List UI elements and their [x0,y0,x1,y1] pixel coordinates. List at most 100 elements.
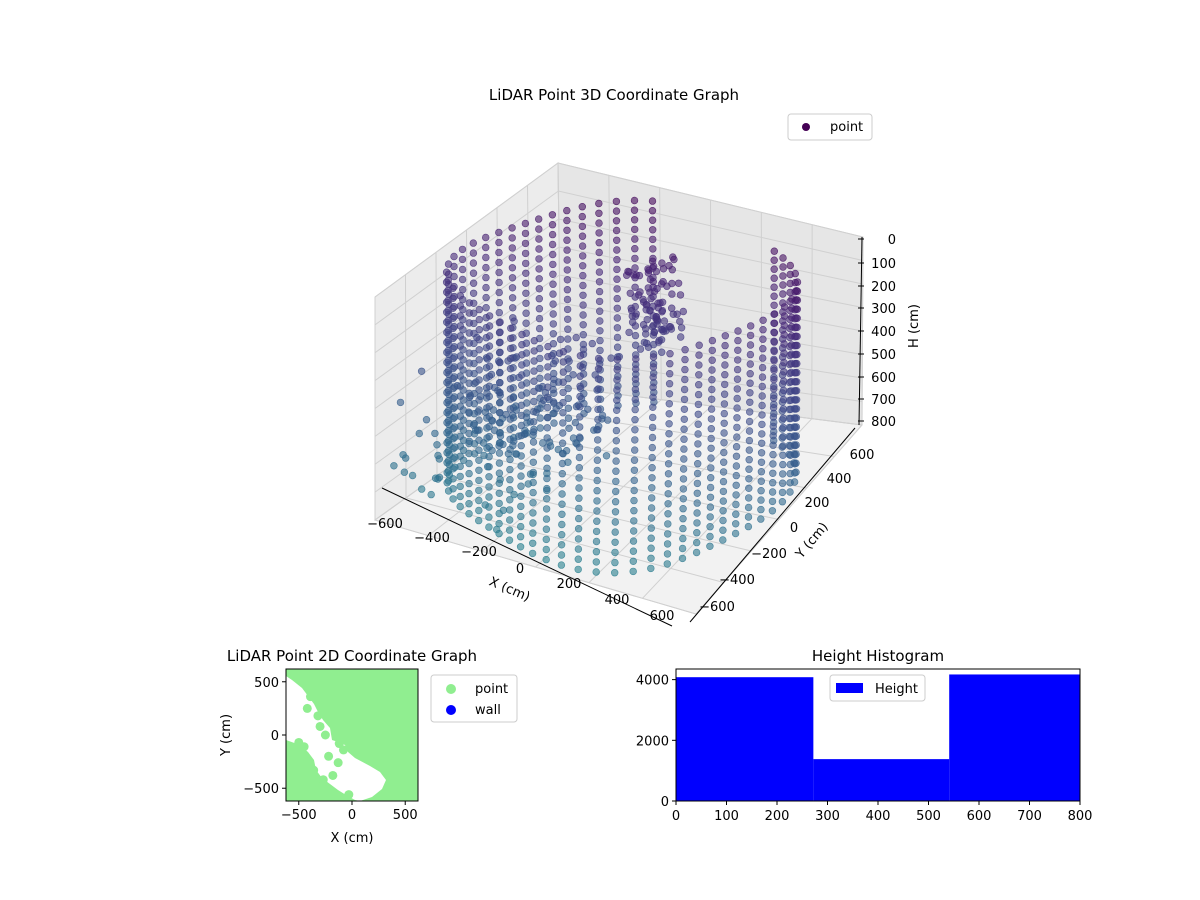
point-marker [769,469,777,477]
point-marker [757,468,766,476]
point-marker [693,519,701,527]
point-marker [563,315,572,323]
point-marker [518,341,526,349]
x-tick-label-hist: 200 [765,809,790,824]
point-marker [574,514,583,523]
point-dots [286,669,354,800]
point-marker [613,246,621,254]
point-marker [535,275,543,283]
point-marker [495,258,503,267]
point-marker [731,529,740,538]
point-marker [595,278,604,286]
point-marker [631,395,639,404]
point-marker [465,379,473,387]
point-marker [770,274,778,282]
point-marker [631,385,640,394]
point-marker [508,284,517,292]
point-marker [746,370,754,378]
histogram-bar [676,677,814,801]
point-marker [692,538,701,547]
legend-2d-point-label: point [475,682,508,697]
point-marker [757,439,766,447]
point-marker [679,475,688,483]
point-marker [626,289,634,297]
point-marker [592,568,600,576]
point-marker [636,288,644,296]
point-marker [530,397,538,406]
x-tick-label-hist: 700 [1017,809,1042,824]
point-marker [469,289,478,297]
point-marker [770,283,778,291]
point-marker [788,304,796,312]
legend-2d-wall-label: wall [475,703,501,718]
point-marker [564,374,572,383]
point-marker [563,226,571,235]
point-marker [576,392,584,401]
point-marker [759,335,767,343]
point-marker [778,470,787,478]
point-marker [408,471,417,480]
point-marker [550,419,558,427]
point-dot-2d [310,682,320,692]
point-marker [496,358,504,367]
point-marker [758,373,767,381]
point-marker [563,206,571,215]
point-marker [746,331,755,340]
point-dot-2d [309,765,319,775]
y-axis-label-3d: Y (cm) [792,520,831,563]
point-marker [518,330,526,339]
point-marker [465,329,473,337]
point-marker [680,415,688,423]
point-marker [496,348,504,356]
point-marker [770,347,778,356]
point-marker [427,490,435,499]
point-marker [516,543,525,551]
point-marker [758,382,766,391]
point-marker [746,379,754,387]
point-marker [681,346,689,354]
point-marker [496,399,504,407]
histogram-ticks: 0 100 200 300 400 500 600 700 800 0 2000 4000 [636,674,1093,824]
point-marker [733,433,741,441]
point-marker [521,229,530,238]
point-region-lower [286,740,360,801]
x-tick-label-2d: 0 [348,808,356,823]
point-marker [495,469,504,477]
point-marker [530,387,538,396]
point-marker [506,365,515,373]
point-marker [719,526,727,534]
point-marker [508,294,517,302]
point-marker [721,332,729,340]
point-marker [557,541,566,549]
point-marker [668,290,676,298]
point-marker [506,375,515,383]
point-marker [649,277,657,286]
point-marker [647,504,656,512]
point-marker [631,405,639,414]
point-marker [458,255,467,264]
point-marker [612,426,621,435]
point-marker [559,398,567,407]
point-marker [435,455,443,463]
point-marker [770,375,778,384]
point-marker [449,435,457,443]
point-marker [769,441,777,449]
point-marker [759,316,767,324]
point-marker [657,325,665,334]
point-marker [665,440,673,448]
point-marker [575,484,583,492]
point-marker [571,418,580,427]
point-marker [475,506,483,515]
point-marker [521,219,530,228]
point-marker [509,314,517,322]
point-marker [694,440,702,448]
point-marker [721,341,729,350]
point-region-upper [286,669,418,801]
point-marker [543,434,551,442]
point-marker [787,396,795,404]
point-marker [496,409,504,417]
point-marker [693,499,701,507]
point-marker [648,197,657,205]
point-marker [543,403,552,412]
grid-line-z [374,218,863,354]
